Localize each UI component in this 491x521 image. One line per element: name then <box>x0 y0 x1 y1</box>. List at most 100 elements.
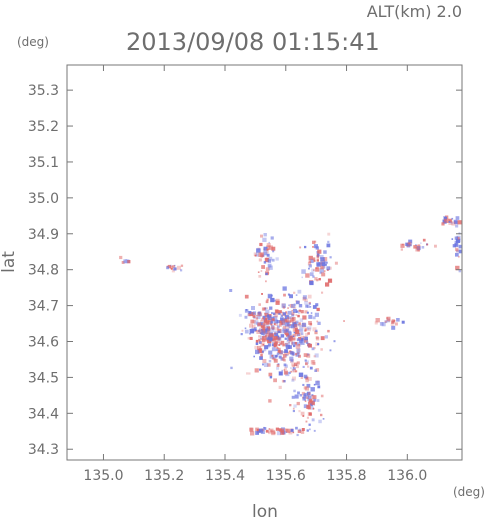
data-point <box>305 273 310 278</box>
data-point <box>299 246 302 249</box>
data-point <box>268 245 273 250</box>
data-point <box>289 339 292 342</box>
data-point <box>306 311 309 314</box>
data-point <box>268 359 272 363</box>
data-point <box>386 316 391 321</box>
data-point <box>295 426 298 430</box>
data-point <box>256 314 258 317</box>
data-point <box>295 333 298 337</box>
data-point <box>278 350 283 355</box>
data-point <box>387 319 391 323</box>
data-point <box>277 336 282 341</box>
data-point <box>258 341 262 344</box>
data-point <box>282 286 287 291</box>
data-point <box>282 353 287 358</box>
data-point <box>263 332 266 335</box>
data-point <box>294 362 298 366</box>
data-point <box>324 335 328 339</box>
data-point <box>278 350 283 355</box>
data-point <box>278 312 281 315</box>
data-point <box>255 340 259 343</box>
data-point <box>271 347 276 352</box>
data-point <box>300 310 304 314</box>
data-point <box>282 351 285 353</box>
data-point <box>264 312 269 317</box>
data-point <box>249 333 251 335</box>
data-point <box>261 318 264 321</box>
data-point <box>283 380 286 383</box>
data-point <box>266 245 271 250</box>
data-point <box>304 359 307 362</box>
data-point <box>266 328 271 332</box>
data-point <box>314 369 317 372</box>
data-point <box>264 312 266 315</box>
data-point <box>266 251 269 254</box>
data-point <box>306 416 309 419</box>
data-point <box>258 252 263 257</box>
data-point <box>296 338 300 342</box>
data-point <box>280 333 285 338</box>
data-point <box>288 316 292 320</box>
data-point <box>240 333 243 336</box>
data-point <box>316 262 321 267</box>
data-point <box>238 313 242 317</box>
data-point <box>169 265 173 269</box>
y-tick-label: 34.7 <box>28 299 59 315</box>
data-point <box>281 303 286 308</box>
data-point <box>304 386 309 391</box>
data-point <box>259 329 264 334</box>
data-point <box>260 319 263 323</box>
data-point <box>286 351 288 353</box>
data-point <box>288 371 291 374</box>
data-point <box>311 268 315 273</box>
data-point <box>314 331 318 335</box>
data-point <box>309 280 314 286</box>
data-point <box>274 322 278 326</box>
data-point <box>265 280 267 283</box>
data-point <box>300 411 305 416</box>
data-point <box>272 250 275 253</box>
data-point <box>287 307 289 309</box>
data-point <box>287 293 290 296</box>
data-point <box>255 349 260 355</box>
data-point <box>288 430 293 435</box>
data-point <box>295 352 300 357</box>
data-point <box>274 341 278 345</box>
data-point <box>394 322 398 326</box>
data-point <box>257 312 261 317</box>
data-point <box>281 357 286 361</box>
data-point <box>316 254 320 258</box>
x-tick-label: 136.0 <box>387 468 427 484</box>
data-point <box>308 398 313 403</box>
data-point <box>250 431 255 436</box>
data-point <box>249 336 253 340</box>
data-point <box>324 263 327 266</box>
data-point <box>252 314 256 318</box>
data-point <box>273 432 276 434</box>
data-point <box>455 252 459 257</box>
data-point <box>301 276 303 279</box>
data-point <box>302 295 307 300</box>
data-point <box>278 310 282 314</box>
data-point <box>270 323 273 326</box>
data-point <box>277 347 281 351</box>
data-point <box>303 393 307 397</box>
data-point <box>285 318 289 323</box>
data-point <box>257 322 262 327</box>
data-point <box>264 257 270 263</box>
data-point <box>263 427 267 430</box>
data-point <box>289 323 292 326</box>
data-point <box>280 428 284 433</box>
data-point <box>270 328 275 333</box>
data-point <box>405 242 409 246</box>
data-point <box>266 326 271 330</box>
data-point <box>263 251 268 256</box>
data-point <box>262 363 264 366</box>
data-point <box>269 428 274 433</box>
data-point <box>266 257 268 260</box>
data-point <box>434 244 437 248</box>
data-point <box>258 275 262 278</box>
data-point <box>302 315 307 320</box>
data-point <box>457 220 462 225</box>
data-point <box>261 332 264 335</box>
